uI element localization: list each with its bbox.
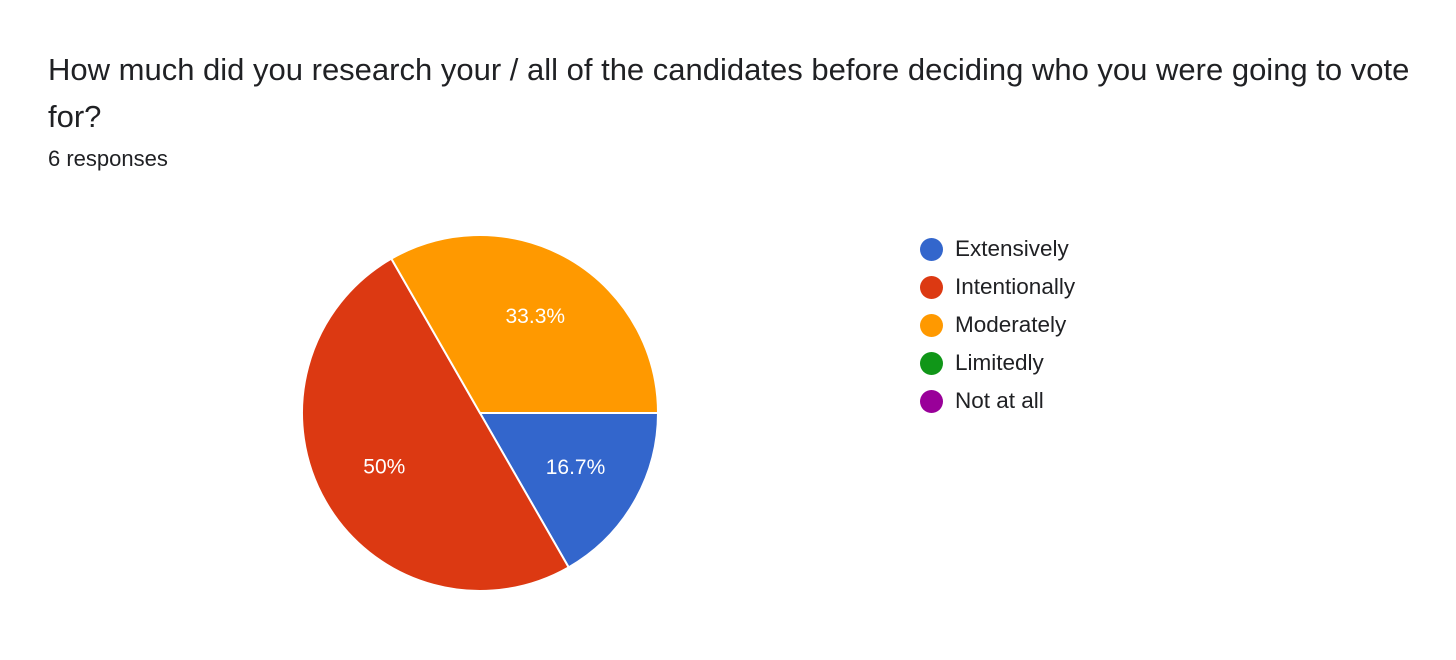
pie-slice-extensively[interactable] bbox=[478, 412, 660, 569]
legend-label: Intentionally bbox=[955, 274, 1076, 299]
response-count: 6 responses bbox=[48, 146, 168, 171]
pie-slice-label: 33.3% bbox=[506, 305, 566, 328]
legend-item-not-at-all[interactable]: Not at all bbox=[920, 382, 1075, 420]
legend-swatch bbox=[920, 389, 943, 413]
pie-slices bbox=[301, 234, 660, 592]
pie-slice-label: 16.7% bbox=[546, 456, 606, 479]
pie-slice-labels: 16.7% 50% 33.3% bbox=[363, 305, 605, 479]
legend-label: Not at all bbox=[955, 388, 1044, 413]
legend-item-intentionally[interactable]: Intentionally bbox=[920, 268, 1075, 306]
pie-slice-label: 50% bbox=[363, 456, 405, 479]
question-title: How much did you research your / all of … bbox=[48, 52, 1410, 134]
legend-label: Extensively bbox=[955, 236, 1069, 261]
legend-item-extensively[interactable]: Extensively bbox=[920, 230, 1075, 268]
legend-item-moderately[interactable]: Moderately bbox=[920, 306, 1075, 344]
legend-swatch bbox=[920, 351, 943, 375]
legend-item-limitedly[interactable]: Limitedly bbox=[920, 344, 1075, 382]
chart-legend: Extensively Intentionally Moderately Limite… bbox=[920, 230, 1075, 420]
legend-swatch bbox=[920, 275, 943, 299]
legend-swatch bbox=[920, 313, 943, 337]
pie-slice-intentionally[interactable] bbox=[301, 257, 571, 592]
legend-swatch bbox=[920, 237, 943, 261]
legend-label: Moderately bbox=[955, 312, 1067, 337]
legend-label: Limitedly bbox=[955, 350, 1044, 375]
pie-slice-moderately[interactable] bbox=[389, 234, 660, 414]
